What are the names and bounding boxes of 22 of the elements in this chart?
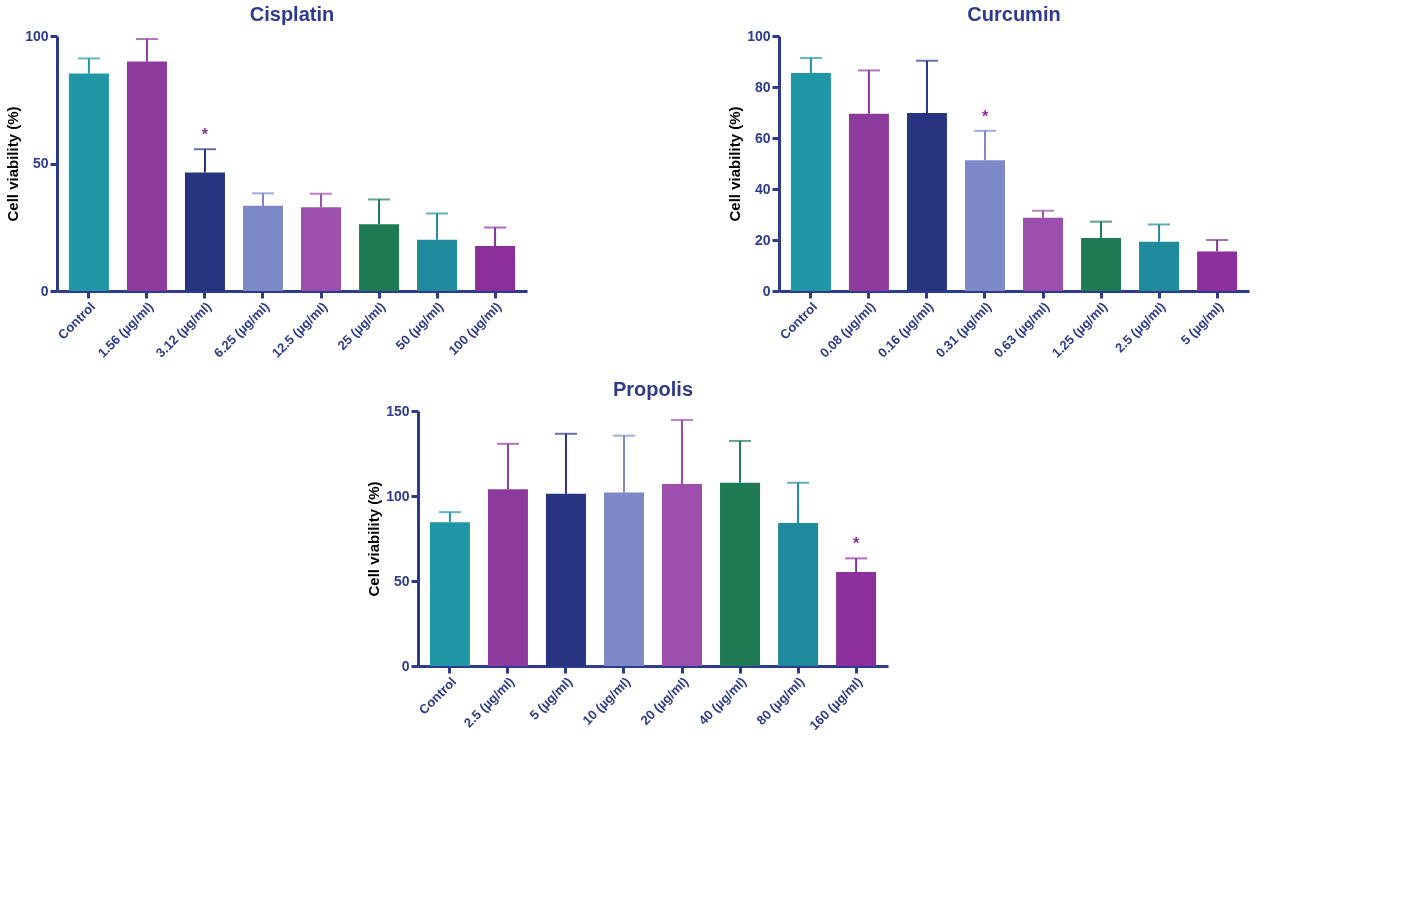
y-tick-label: 80 <box>754 78 771 95</box>
y-tick-label: 50 <box>32 155 49 171</box>
y-tick-label: 100 <box>747 27 771 44</box>
y-tick-label: 50 <box>393 572 410 589</box>
y-tick-label: 0 <box>401 657 410 674</box>
chart-title: Propolis <box>612 378 694 400</box>
y-axis-title: Cell viability (%) <box>4 106 22 222</box>
y-tick-label: 40 <box>754 180 771 197</box>
y-tick-label: 100 <box>386 487 410 504</box>
chart-title: Cisplatin <box>249 3 335 25</box>
y-tick-label: 100 <box>25 27 49 44</box>
y-tick-label: 0 <box>40 282 49 299</box>
y-tick-label: 150 <box>386 402 410 419</box>
data-label: * <box>852 535 860 553</box>
chart-title: Curcumin <box>967 3 1061 25</box>
y-tick-label: 60 <box>754 129 771 146</box>
data-label: * <box>201 126 209 144</box>
y-axis-title: Cell viability (%) <box>726 106 744 222</box>
y-tick-label: 20 <box>754 231 771 248</box>
data-label: * <box>981 107 989 125</box>
y-axis-title: Cell viability (%) <box>365 481 383 597</box>
y-tick-label: 0 <box>762 282 771 299</box>
